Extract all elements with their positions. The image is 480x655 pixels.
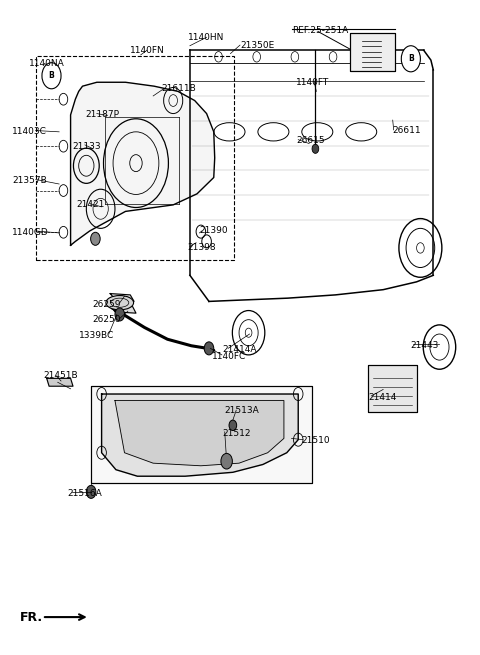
Polygon shape — [71, 83, 215, 246]
Polygon shape — [115, 401, 284, 466]
Circle shape — [401, 46, 420, 72]
Text: 26259: 26259 — [92, 299, 120, 309]
Text: 21516A: 21516A — [67, 489, 102, 498]
Text: 21398: 21398 — [188, 244, 216, 252]
Text: 21414A: 21414A — [222, 345, 256, 354]
Text: 26250: 26250 — [92, 315, 120, 324]
Text: 21443: 21443 — [410, 341, 438, 350]
Text: 21512: 21512 — [222, 428, 251, 438]
Text: 1140FT: 1140FT — [296, 78, 330, 86]
Text: 1140GD: 1140GD — [12, 229, 48, 237]
Bar — [368, 365, 417, 412]
Polygon shape — [102, 394, 298, 476]
Polygon shape — [110, 305, 136, 313]
Bar — [91, 386, 312, 483]
Text: 21187P: 21187P — [85, 111, 119, 119]
Circle shape — [204, 342, 214, 355]
Polygon shape — [47, 379, 73, 386]
Text: 21350E: 21350E — [240, 41, 274, 50]
Text: B: B — [408, 54, 414, 64]
Text: 11403C: 11403C — [12, 127, 47, 136]
Text: 1140FN: 1140FN — [130, 46, 164, 55]
Text: 21414: 21414 — [369, 394, 397, 402]
Text: 26615: 26615 — [296, 136, 325, 145]
Text: 21421: 21421 — [77, 200, 105, 210]
Text: 1140HN: 1140HN — [189, 33, 225, 42]
Text: B: B — [48, 71, 54, 81]
Bar — [36, 56, 234, 259]
Text: 1140NA: 1140NA — [29, 59, 65, 68]
Bar — [91, 386, 312, 483]
Text: 1140FC: 1140FC — [212, 352, 247, 361]
Text: 21133: 21133 — [72, 141, 101, 151]
Circle shape — [221, 453, 232, 469]
Circle shape — [42, 63, 61, 89]
Bar — [350, 33, 395, 71]
Text: 21513A: 21513A — [225, 407, 260, 415]
Text: FR.: FR. — [20, 611, 43, 624]
Text: REF.25-251A: REF.25-251A — [292, 26, 349, 35]
Text: 21357B: 21357B — [12, 176, 47, 185]
Ellipse shape — [106, 295, 133, 310]
Circle shape — [312, 144, 319, 153]
Polygon shape — [110, 293, 134, 301]
Text: 1339BC: 1339BC — [79, 331, 114, 340]
Circle shape — [86, 485, 96, 498]
Circle shape — [115, 308, 124, 321]
Circle shape — [229, 420, 237, 430]
Bar — [368, 365, 417, 412]
Text: 26611: 26611 — [393, 126, 421, 135]
Text: 21390: 21390 — [199, 227, 228, 235]
Circle shape — [91, 233, 100, 246]
Text: 21451B: 21451B — [43, 371, 78, 381]
Bar — [350, 33, 395, 71]
Text: 21510: 21510 — [301, 436, 330, 445]
Text: 21611B: 21611B — [161, 84, 196, 93]
